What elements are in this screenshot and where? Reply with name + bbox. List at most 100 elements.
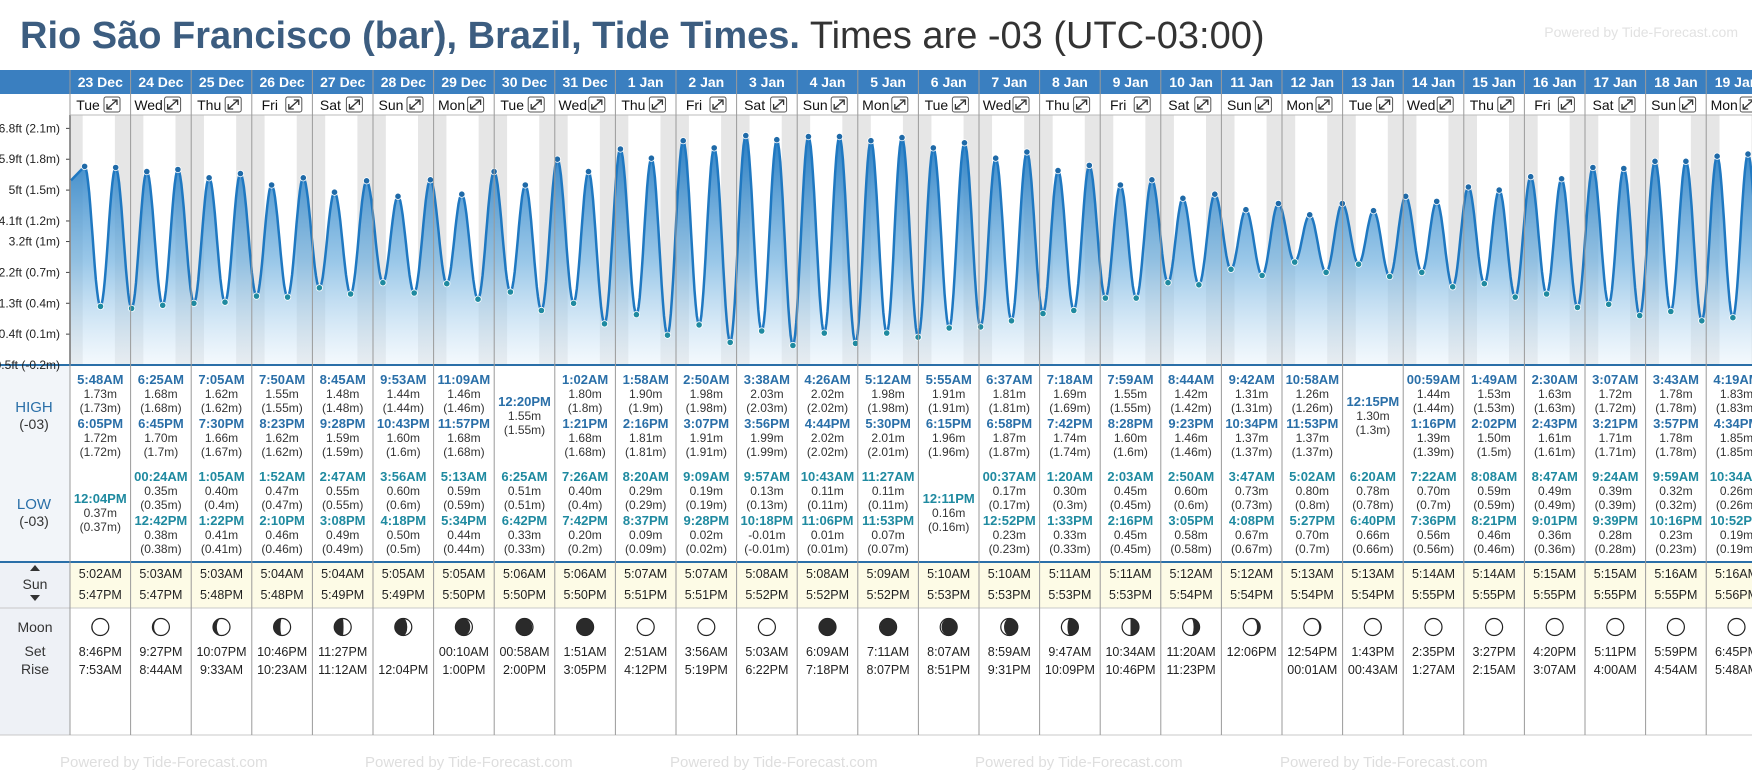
- high-tide-point: [679, 137, 687, 145]
- moonset-time: 00:58AM: [499, 645, 549, 659]
- day-weekday: Wed: [983, 97, 1012, 113]
- expand-arrow-icon: [1197, 99, 1209, 110]
- tide-height-paren: (1.67m): [201, 445, 242, 459]
- moonrise-time: 00:01AM: [1287, 663, 1337, 677]
- low-tide-point: [600, 320, 609, 328]
- high-tide-point: [205, 174, 213, 182]
- sunset-time: 5:52PM: [806, 588, 849, 602]
- y-tick-label: 5.9ft (1.8m): [0, 152, 60, 166]
- moon-phase-icon: [1727, 617, 1746, 637]
- tide-height-m: 0.78m: [1356, 484, 1389, 498]
- low-tide-point: [1449, 283, 1457, 291]
- tide-height-m: 1.55m: [508, 409, 541, 423]
- sunrise-time: 5:04AM: [261, 567, 304, 581]
- sunset-time: 5:54PM: [1351, 588, 1394, 602]
- day-date: 7 Jan: [991, 74, 1027, 90]
- day-date: 30 Dec: [502, 74, 547, 90]
- high-tide-point: [1179, 194, 1187, 202]
- tide-height-paren: (0.47m): [261, 498, 302, 512]
- tide-height-m: 1.55m: [265, 387, 298, 401]
- tide-height-m: 1.30m: [1356, 409, 1389, 423]
- tide-height-paren: (1.68m): [564, 445, 605, 459]
- high-tide-point: [1242, 206, 1250, 214]
- moonrise-time: 10:46PM: [1105, 663, 1155, 677]
- moon-phase-icon: [1484, 617, 1504, 637]
- tide-height-m: 1.39m: [1417, 431, 1450, 445]
- high-tide-time: 3:21PM: [1593, 416, 1639, 431]
- low-tide-point: [663, 331, 672, 339]
- low-tide-point: [221, 298, 229, 306]
- high-tide-point: [1620, 164, 1628, 173]
- tide-height-m: 0.59m: [447, 484, 480, 498]
- tide-height-m: 1.91m: [932, 387, 965, 401]
- tide-height-m: 0.37m: [84, 506, 117, 520]
- y-tick-label: 0.4ft (0.1m): [0, 327, 60, 341]
- high-tide-point: [898, 134, 906, 142]
- moonset-time: 3:56AM: [685, 645, 728, 659]
- tide-height-paren: (0.17m): [989, 498, 1030, 512]
- day-weekday: Sat: [320, 97, 341, 113]
- low-tide-time: 12:11PM: [923, 491, 975, 506]
- tide-height-m: 0.01m: [811, 528, 844, 542]
- moonset-time: 12:54PM: [1287, 645, 1337, 659]
- tide-height-paren: (0.59m): [443, 498, 484, 512]
- low-tide-point: [1729, 314, 1737, 322]
- sunrise-time: 5:08AM: [806, 567, 849, 581]
- moon-shadow-icon: [941, 618, 958, 636]
- high-row-tz: (-03): [19, 416, 49, 432]
- expand-arrow-icon: [166, 99, 179, 110]
- moonrise-time: 4:54AM: [1654, 663, 1697, 677]
- sunrise-time: 5:13AM: [1351, 567, 1394, 581]
- moon-shadow-icon: [1004, 618, 1018, 636]
- moonrise-time: 8:07PM: [867, 663, 910, 677]
- moonset-time: 9:47AM: [1048, 645, 1091, 659]
- moonset-time: 5:03AM: [745, 645, 788, 659]
- moon-phase-icon: [1666, 617, 1686, 637]
- tide-height-paren: (0.66m): [1352, 542, 1393, 556]
- high-tide-time: 8:28PM: [1108, 416, 1154, 431]
- sunset-time: 5:55PM: [1594, 588, 1637, 602]
- day-date: 27 Dec: [320, 74, 365, 90]
- moon-phase-icon: [1545, 617, 1564, 637]
- sunrise-time: 5:03AM: [139, 567, 182, 581]
- moon-shadow-icon: [1251, 618, 1261, 636]
- moonset-time: 5:11PM: [1594, 645, 1636, 659]
- tide-height-m: 0.45m: [1114, 484, 1147, 498]
- low-tide-point: [758, 327, 766, 335]
- sunset-time: 5:53PM: [1048, 588, 1091, 602]
- tide-height-paren: (2.03m): [746, 401, 787, 415]
- tide-height-m: 0.07m: [871, 528, 904, 542]
- tide-height-m: 0.38m: [144, 528, 177, 542]
- low-tide-point: [1132, 294, 1140, 302]
- moon-phase-icon: [1606, 617, 1625, 637]
- tide-height-paren: (1.48m): [322, 401, 363, 415]
- tide-height-paren: (1.46m): [443, 401, 484, 415]
- high-tide-time: 12:15PM: [1347, 394, 1400, 409]
- tide-height-m: 0.16m: [932, 506, 965, 520]
- high-tide-point: [553, 155, 562, 163]
- day-date: 26 Dec: [260, 74, 305, 90]
- high-tide-point: [1433, 197, 1441, 205]
- expand-arrow-icon: [1075, 99, 1088, 110]
- high-tide-point: [1402, 192, 1410, 200]
- expand-arrow-icon: [106, 99, 118, 110]
- moonrise-time: 11:12AM: [318, 663, 367, 677]
- tide-height-paren: (1.62m): [201, 401, 242, 415]
- moonset-time: 7:11AM: [867, 645, 909, 659]
- high-tide-point: [1713, 152, 1721, 160]
- tide-height-paren: (0.8m): [1295, 498, 1330, 512]
- day-date: 14 Jan: [1412, 74, 1456, 90]
- moonset-time: 11:27PM: [318, 645, 367, 659]
- day-weekday: Tue: [76, 97, 100, 113]
- sunrise-time: 5:14AM: [1412, 567, 1455, 581]
- tide-height-m: 2.03m: [750, 387, 783, 401]
- tide-height-paren: (0.13m): [746, 498, 787, 512]
- low-tide-point: [410, 289, 418, 297]
- tide-height-m: 1.46m: [1174, 431, 1207, 445]
- y-tick-label: 4.1ft (1.2m): [0, 214, 60, 228]
- tide-height-paren: (0.23m): [1655, 542, 1696, 556]
- tide-height-paren: (1.72m): [80, 445, 121, 459]
- moonset-time: 10:07PM: [196, 645, 246, 659]
- sunrise-time: 5:11AM: [1049, 567, 1091, 581]
- low-tide-time: 10:52PM: [1710, 513, 1752, 528]
